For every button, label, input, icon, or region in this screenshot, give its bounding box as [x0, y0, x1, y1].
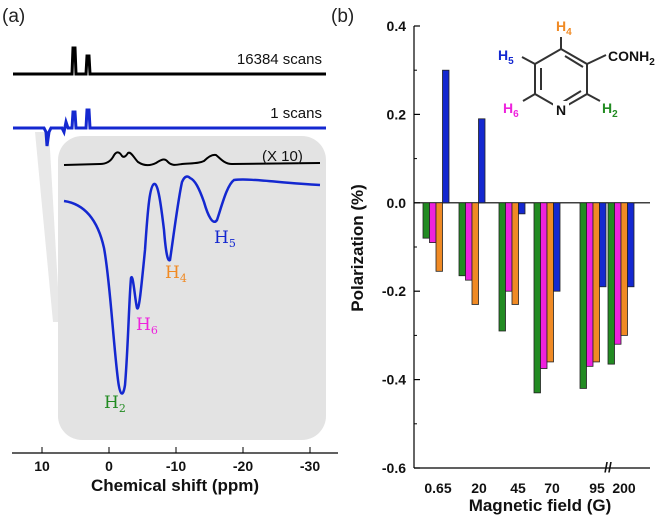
bar-h4-200	[620, 202, 628, 336]
carboxamide-label: CONH2	[608, 48, 655, 68]
x-tick-label: 200	[612, 480, 636, 496]
pyridine-ring	[534, 47, 588, 111]
panel-a-tick-label: -30	[300, 458, 320, 474]
panel-b-label: (b)	[331, 6, 354, 27]
panel-a-tick-label: -20	[233, 458, 253, 474]
x-tick-label: 45	[510, 480, 526, 496]
structure-h5: H5	[498, 47, 514, 67]
bar-h5-0_65	[442, 69, 450, 204]
structure-h6: H6	[503, 100, 519, 120]
bar-h6-45	[505, 202, 513, 292]
y-tick-label: -0.4	[382, 372, 406, 388]
bar-h5-200	[627, 202, 635, 288]
zoom-inset	[58, 136, 326, 440]
x-tick-label: 0.65	[424, 480, 451, 496]
structure-h2: H2	[602, 100, 618, 120]
bar-h5-20	[478, 118, 486, 204]
x-tick-labels: 0.65 20 45 70 95 200	[424, 480, 636, 496]
bar-h2-20	[458, 202, 466, 277]
bar-h4-70	[546, 202, 554, 363]
h2-bond	[586, 93, 601, 102]
ring-nitrogen: N	[556, 102, 566, 118]
bar-h2-0_65	[422, 202, 430, 239]
bar-h6-20	[465, 202, 473, 281]
y-axis-title: Polarization (%)	[348, 184, 367, 312]
panel-a-tick-label: -10	[166, 458, 186, 474]
bar-h4-0_65	[435, 202, 443, 272]
carboxamide-bond	[586, 54, 607, 65]
axis-break-marker: //	[604, 459, 612, 475]
x-tick-label: 20	[471, 480, 487, 496]
inset-hyperpolarized-spectrum	[63, 175, 321, 395]
h6-bond	[522, 93, 536, 102]
inset-thermal-spectrum	[63, 151, 321, 167]
panel-a-tick-label: 10	[34, 458, 50, 474]
y-tick-label: -0.6	[382, 460, 406, 476]
y-tick-label: 0.4	[387, 18, 407, 34]
bar-h2-45	[498, 202, 506, 332]
bar-h2-70	[533, 202, 541, 394]
y-ticks: 0.4 0.2 0.0 -0.2 -0.4 -0.6	[382, 18, 420, 476]
bar-h4-95	[592, 202, 600, 363]
bar-h4-45	[511, 202, 519, 305]
ring-double-bond	[564, 55, 584, 68]
bar-h5-45	[518, 202, 526, 215]
zoom-wedge	[35, 132, 60, 322]
peak-label-h6: H6	[136, 315, 158, 337]
structure-h4: H4	[556, 18, 572, 38]
panel-a-x-axis-title: Chemical shift (ppm)	[91, 476, 259, 495]
bar-h6-70	[540, 202, 548, 369]
nitrogen-backdrop	[553, 101, 569, 117]
y-tick-label: 0.2	[387, 106, 407, 122]
bars	[422, 69, 635, 394]
x-tick-label: 95	[589, 480, 605, 496]
peak-label-h2: H2	[104, 393, 126, 415]
peak-label-h4: H4	[165, 263, 187, 285]
bar-h2-95	[579, 202, 587, 389]
bar-h2-200	[607, 202, 615, 365]
peak-label-h5: H5	[214, 228, 236, 250]
bar-h6-200	[614, 202, 622, 345]
spectrum-16384-label: 16384 scans	[237, 51, 322, 68]
spectrum-16384-scans	[13, 46, 326, 76]
panel-a-label: (a)	[2, 6, 25, 27]
y-tick-label: 0.0	[387, 195, 407, 211]
x-axis-title: Magnetic field (G)	[469, 496, 612, 515]
panel-a-ticks	[41, 447, 311, 453]
ring-double-bond	[562, 90, 582, 103]
bar-h4-20	[471, 202, 479, 305]
spectrum-1-scan-label: 1 scans	[270, 105, 322, 122]
h5-bond	[521, 56, 536, 65]
panel-a-tick-label: 0	[105, 458, 113, 474]
spectrum-1-scan	[13, 108, 326, 147]
bar-h6-0_65	[429, 202, 437, 243]
bar-h5-95	[599, 202, 607, 288]
bar-h6-95	[586, 202, 594, 367]
y-tick-label: -0.2	[382, 283, 406, 299]
inset-scale-label: (X 10)	[262, 148, 303, 165]
x-tick-label: 70	[544, 480, 560, 496]
nicotinamide-structure: N CONH2 H4 H5 H6 H2	[498, 18, 655, 120]
bar-h5-70	[553, 202, 561, 292]
